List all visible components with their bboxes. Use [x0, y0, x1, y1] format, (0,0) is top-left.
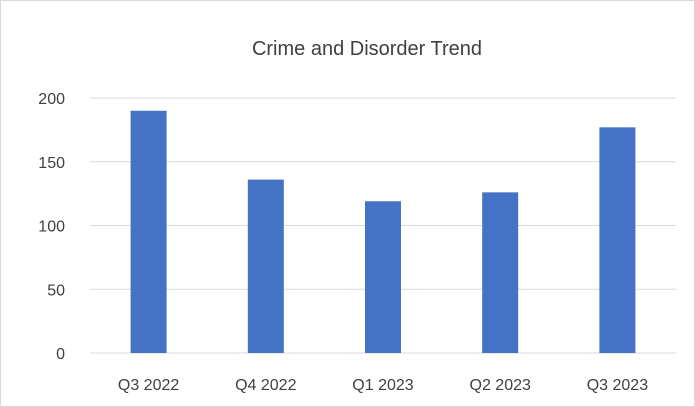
y-axis: 0 50 100 150 200 — [38, 91, 65, 363]
bar — [599, 127, 636, 353]
y-tick-label: 150 — [38, 155, 65, 172]
x-tick-label: Q3 2023 — [587, 377, 648, 394]
bar — [247, 179, 284, 353]
y-tick-label: 100 — [38, 219, 65, 236]
x-tick-label: Q3 2022 — [118, 377, 179, 394]
y-tick-label: 200 — [38, 91, 65, 108]
x-tick-label: Q1 2023 — [352, 377, 413, 394]
chart-title: Crime and Disorder Trend — [252, 38, 482, 60]
x-axis: Q3 2022 Q4 2022 Q1 2023 Q2 2023 Q3 2023 — [118, 377, 648, 394]
bar — [130, 110, 167, 353]
x-tick-label: Q4 2022 — [235, 377, 296, 394]
x-tick-label: Q2 2023 — [470, 377, 531, 394]
bar — [482, 192, 519, 353]
y-tick-label: 50 — [47, 282, 65, 299]
bars — [130, 110, 636, 353]
bar — [365, 201, 401, 353]
y-tick-label: 0 — [56, 346, 65, 363]
